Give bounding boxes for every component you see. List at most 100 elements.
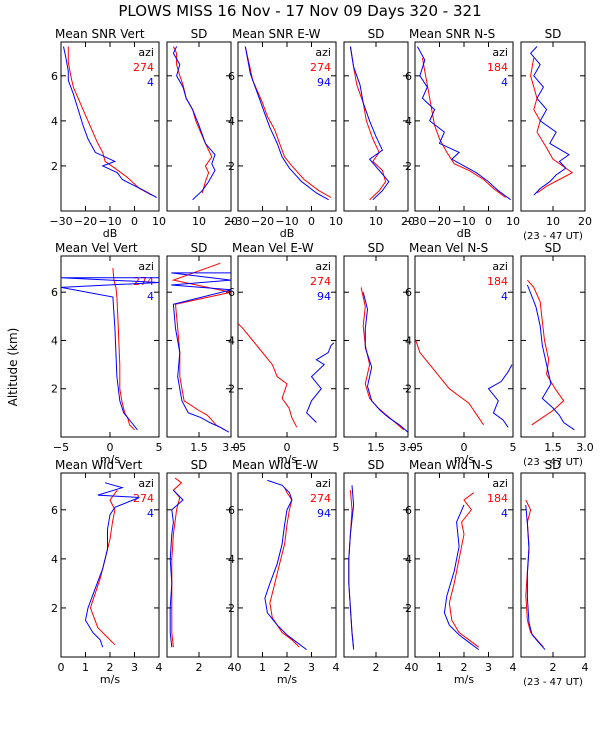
x-tick-label: 20 <box>401 215 415 228</box>
x-tick-label: 3.0 <box>222 441 240 454</box>
x-tick-label: 0 <box>308 215 315 228</box>
legend-azi-red: 274 <box>133 492 154 505</box>
sd-panel-title: SD <box>545 27 562 41</box>
panel-mean-snr-vert: −30 −20 −10 0 10 2 4 6 Mean SNR Vert azi 274 4 dB 10 2… <box>49 27 238 240</box>
x-axis-label: m/s <box>100 453 120 466</box>
sd-red-line <box>172 46 213 194</box>
y-tick-label: 6 <box>405 286 412 299</box>
x-tick-label: 10 <box>152 215 166 228</box>
x-axis-label: m/s <box>277 453 297 466</box>
legend-azi-header: azi <box>315 46 331 59</box>
y-tick-label: 4 <box>51 553 58 566</box>
x-tick-label: 1 <box>259 661 266 674</box>
legend-azi-blue: 4 <box>501 507 508 520</box>
legend-azi-blue: 4 <box>147 507 154 520</box>
x-tick-label: 0 <box>485 215 492 228</box>
x-tick-label: 1.5 <box>367 441 385 454</box>
x-tick-label: 2 <box>373 661 380 674</box>
sd-panel-title: SD <box>545 241 562 255</box>
legend-azi-red: 274 <box>310 275 331 288</box>
series-red-line <box>238 323 298 428</box>
series-red-line <box>244 46 332 198</box>
x-tick-label: −20 <box>251 215 274 228</box>
sd-blue-line <box>172 46 216 201</box>
x-tick-label: −10 <box>98 215 121 228</box>
y-tick-label: 4 <box>405 334 412 347</box>
ut-range-note: (23 - 47 UT) <box>523 231 583 242</box>
x-tick-label: −5 <box>407 441 423 454</box>
x-axis-label: dB <box>103 227 118 240</box>
series-red-line <box>415 337 485 426</box>
legend-azi-red: 274 <box>310 61 331 74</box>
x-tick-label: 1.5 <box>544 441 562 454</box>
sd-red-line <box>530 57 574 194</box>
panel-title: Mean Vel E-W <box>232 241 314 255</box>
y-tick-label: 2 <box>51 383 58 396</box>
legend-azi-red: 184 <box>487 275 508 288</box>
y-tick-label: 2 <box>405 383 412 396</box>
ut-range-note: (23 - 47 UT) <box>523 677 583 688</box>
y-tick-label: 6 <box>228 70 235 83</box>
legend-azi-header: azi <box>492 477 508 490</box>
y-tick-label: 4 <box>405 553 412 566</box>
sd-blue-line <box>169 489 184 648</box>
legend-azi-header: azi <box>315 260 331 273</box>
x-tick-label: −20 <box>74 215 97 228</box>
x-tick-label: 3 <box>131 661 138 674</box>
x-tick-label: 2 <box>107 661 114 674</box>
y-tick-label: 2 <box>228 160 235 173</box>
x-tick-label: −10 <box>452 215 475 228</box>
sd-blue-line <box>348 485 355 650</box>
sd-panel-title: SD <box>191 241 208 255</box>
x-tick-label: 3 <box>308 661 315 674</box>
y-tick-label: 2 <box>228 383 235 396</box>
y-tick-label: 2 <box>405 602 412 615</box>
sd-blue-line <box>349 46 390 201</box>
y-tick-label: 4 <box>228 115 235 128</box>
panel-title: Mean Vel N-S <box>409 241 488 255</box>
panel-title: Mean Wid Vert <box>55 458 142 472</box>
y-tick-label: 6 <box>51 504 58 517</box>
x-tick-label: 3 <box>485 661 492 674</box>
legend-azi-red: 184 <box>487 61 508 74</box>
x-tick-label: 0 <box>461 441 468 454</box>
sd-blue-line <box>525 504 546 650</box>
x-axis-label: m/s <box>454 673 474 686</box>
y-tick-label: 6 <box>405 70 412 83</box>
panel-frame <box>343 255 409 438</box>
x-tick-label: 3.0 <box>399 441 417 454</box>
x-axis-label: dB <box>457 227 472 240</box>
x-tick-label: 2 <box>196 661 203 674</box>
series-red-line <box>269 487 300 648</box>
x-tick-label: 4 <box>333 661 340 674</box>
x-tick-label: 0 <box>284 441 291 454</box>
figure-title: PLOWS MISS 16 Nov - 17 Nov 09 Days 320 -… <box>118 2 481 20</box>
y-tick-label: 4 <box>51 115 58 128</box>
legend-azi-red: 274 <box>310 492 331 505</box>
panel-mean-snr-e-w: −30 −20 −10 0 10 2 4 6 Mean SNR E-W azi 274 94 dB 10 2… <box>226 27 415 240</box>
series-red-line <box>67 46 152 196</box>
panel-title: Mean SNR Vert <box>55 27 145 41</box>
x-tick-label: 1.5 <box>190 441 208 454</box>
series-blue-line <box>487 364 513 428</box>
series-blue-line <box>443 504 479 651</box>
panel-title: Mean Wid N-S <box>409 458 493 472</box>
y-tick-label: 2 <box>405 160 412 173</box>
x-tick-label: 0 <box>412 661 419 674</box>
x-tick-label: 5 <box>510 441 517 454</box>
sd-red-line <box>171 262 231 431</box>
y-tick-label: 6 <box>51 286 58 299</box>
x-tick-label: 5 <box>156 441 163 454</box>
legend-azi-header: azi <box>138 477 154 490</box>
series-red-line <box>421 57 506 198</box>
panel-mean-snr-n-s: −30 −20 −10 0 10 2 4 6 Mean SNR N-S azi 184 4 dB 10 20… <box>403 27 592 240</box>
legend-azi-red: 184 <box>487 492 508 505</box>
series-blue-line <box>416 46 511 201</box>
x-tick-label: −20 <box>428 215 451 228</box>
